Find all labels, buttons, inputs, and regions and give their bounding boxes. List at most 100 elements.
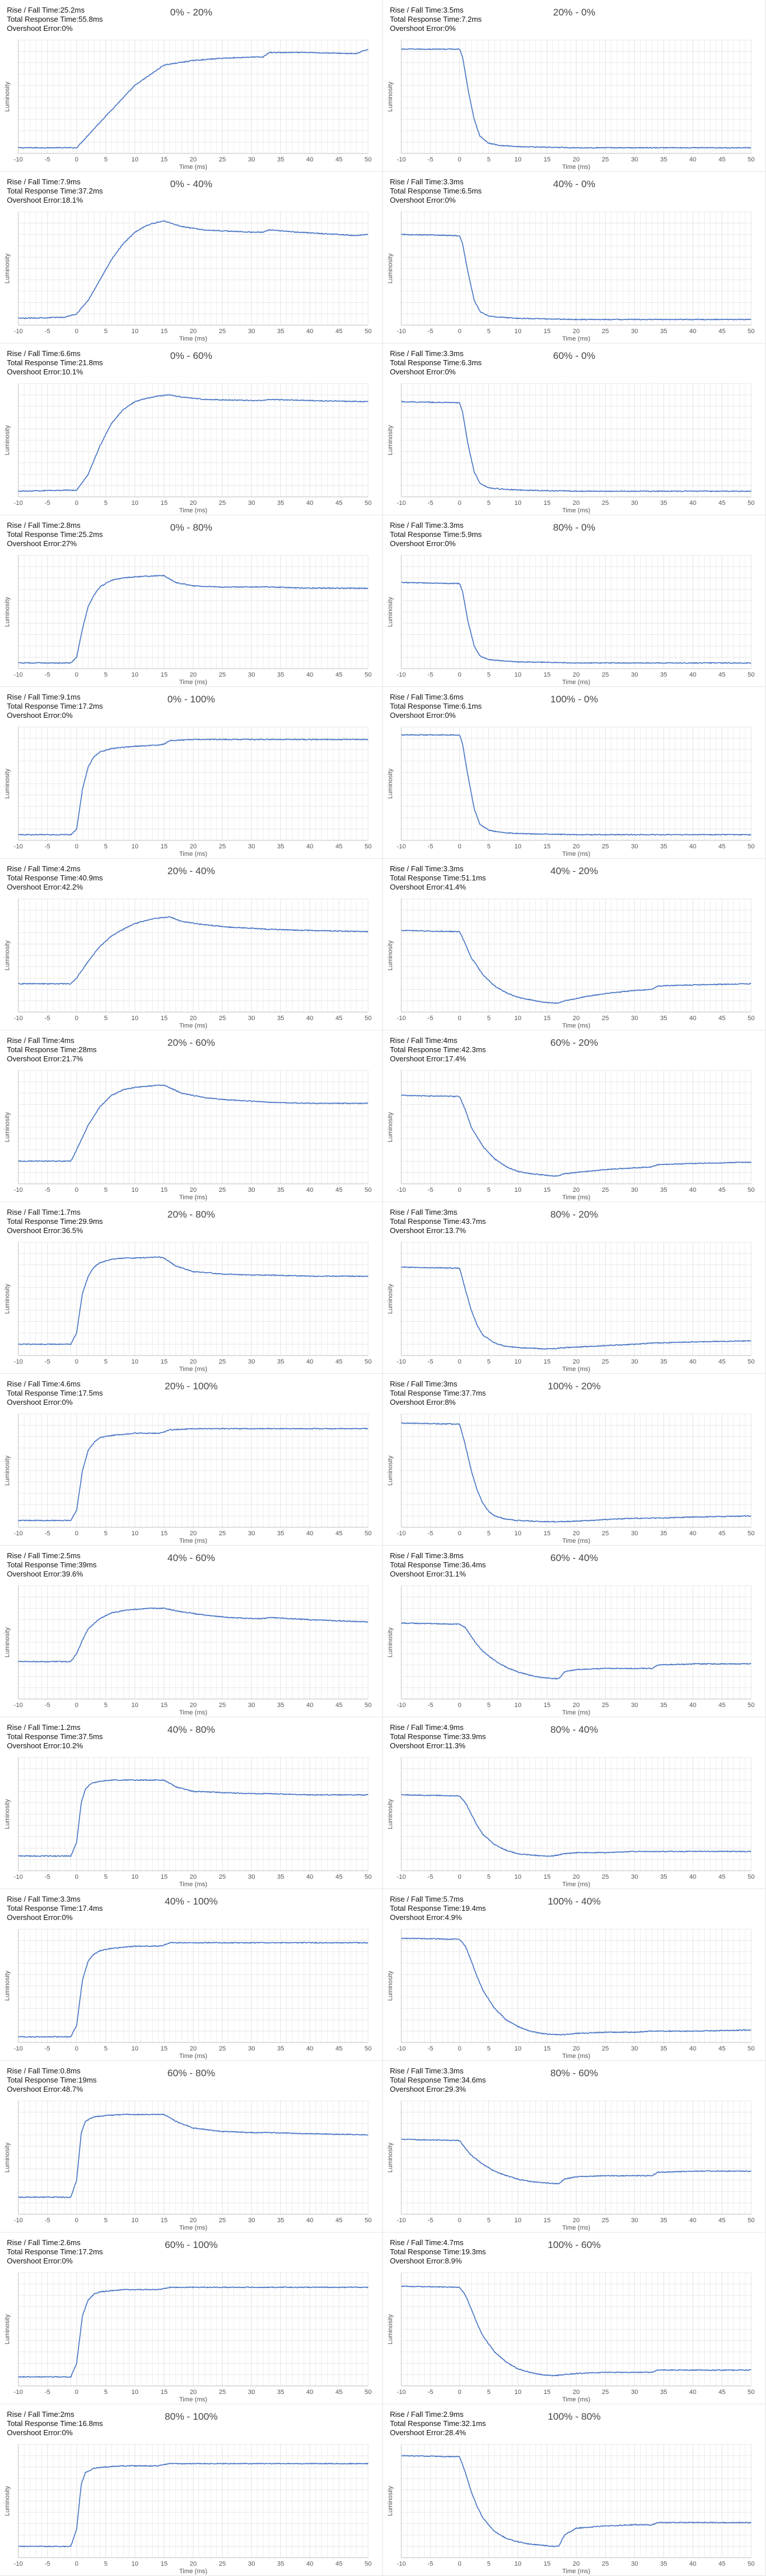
x-tick-label: 30 xyxy=(631,2561,638,2567)
x-tick-label: 15 xyxy=(160,2217,167,2224)
x-tick-label: 20 xyxy=(189,2389,196,2396)
x-tick-label: 5 xyxy=(104,2045,108,2052)
y-axis-label: Luminosity xyxy=(4,81,11,112)
y-axis-label: Luminosity xyxy=(4,940,11,970)
rise-fall-time-label: Rise / Fall Time: xyxy=(7,1380,61,1388)
total-response-time-label: Total Response Time: xyxy=(7,2247,79,2256)
y-axis-label: Luminosity xyxy=(387,1799,394,1829)
x-tick-label: 15 xyxy=(543,2561,550,2567)
x-tick-label: -10 xyxy=(397,2045,406,2052)
stats-block: Rise / Fall Time:3.5ms Total Response Tim… xyxy=(390,6,481,33)
overshoot-error-value: 42.2% xyxy=(62,883,83,891)
y-axis-label: Luminosity xyxy=(4,596,11,627)
rise-fall-time-line: Rise / Fall Time:3.8ms xyxy=(390,1551,486,1560)
rise-fall-time-value: 3.8ms xyxy=(443,1551,464,1560)
overshoot-error-line: Overshoot Error:0% xyxy=(390,539,481,548)
overshoot-error-line: Overshoot Error:17.4% xyxy=(390,1054,486,1064)
overshoot-error-value: 13.7% xyxy=(445,1226,466,1235)
x-tick-label: 0 xyxy=(458,1874,461,1880)
luminosity-series-line xyxy=(401,1937,752,2036)
x-tick-label: 5 xyxy=(104,1015,108,1022)
overshoot-error-label: Overshoot Error: xyxy=(7,1054,62,1063)
x-tick-label: 50 xyxy=(365,843,372,850)
x-tick-label: 0 xyxy=(458,1187,461,1194)
total-response-time-line: Total Response Time:39ms xyxy=(7,1560,97,1570)
x-tick-label: 5 xyxy=(104,500,108,507)
x-tick-label: -5 xyxy=(45,328,50,335)
x-tick-label: 10 xyxy=(515,156,522,163)
overshoot-error-value: 27% xyxy=(62,539,77,548)
x-tick-label: 5 xyxy=(487,1358,491,1365)
total-response-time-value: 6.3ms xyxy=(461,358,482,367)
x-tick-label: 25 xyxy=(219,1187,226,1194)
overshoot-error-value: 0% xyxy=(445,24,456,33)
total-response-time-label: Total Response Time: xyxy=(7,1389,79,1397)
total-response-time-value: 21.8ms xyxy=(78,358,103,367)
line-chart: -10 -5 0 5 10 15 20 25 30 35 40 45 50 Time (ms) Lumino… xyxy=(387,39,755,171)
total-response-time-line: Total Response Time:37.5ms xyxy=(7,1732,103,1741)
total-response-time-label: Total Response Time: xyxy=(7,2076,79,2084)
overshoot-error-value: 8.9% xyxy=(445,2257,462,2265)
x-tick-label: 35 xyxy=(660,2389,667,2396)
x-tick-label: 30 xyxy=(248,2561,255,2567)
x-tick-label: -10 xyxy=(14,328,23,335)
x-tick-label: 50 xyxy=(748,2389,755,2396)
luminosity-series-line xyxy=(18,2463,369,2547)
x-tick-label: 10 xyxy=(515,2389,522,2396)
x-tick-label: 35 xyxy=(277,2389,284,2396)
x-tick-label: 20 xyxy=(189,1874,196,1880)
overshoot-error-line: Overshoot Error:0% xyxy=(390,24,481,33)
x-tick-label: 25 xyxy=(602,2217,609,2224)
x-tick-label: -5 xyxy=(45,1358,50,1365)
x-tick-label: 15 xyxy=(543,2045,550,2052)
x-tick-label: 15 xyxy=(543,2389,550,2396)
stats-block: Rise / Fall Time:5.7ms Total Response Tim… xyxy=(390,1895,486,1922)
x-axis-label: Time (ms) xyxy=(179,1709,207,1716)
x-axis-label: Time (ms) xyxy=(562,679,590,686)
line-chart: -10 -5 0 5 10 15 20 25 30 35 40 45 50 Time (ms) Lumino… xyxy=(4,1757,372,1888)
x-tick-label: -5 xyxy=(428,328,433,335)
x-axis-label: Time (ms) xyxy=(562,1194,590,1201)
stats-block: Rise / Fall Time:3.3ms Total Response Tim… xyxy=(390,2067,486,2094)
x-tick-label: -10 xyxy=(397,2389,406,2396)
rise-fall-time-value: 3.3ms xyxy=(443,521,464,530)
x-tick-label: 0 xyxy=(458,1015,461,1022)
rise-fall-time-label: Rise / Fall Time: xyxy=(7,2410,61,2419)
x-tick-label: 30 xyxy=(631,1015,638,1022)
x-tick-label: -5 xyxy=(45,1530,50,1537)
total-response-time-label: Total Response Time: xyxy=(7,1217,79,1226)
overshoot-error-line: Overshoot Error:0% xyxy=(7,1398,103,1407)
line-chart: -10 -5 0 5 10 15 20 25 30 35 40 45 50 Time (ms) Lumino… xyxy=(387,1585,755,1716)
stats-block: Rise / Fall Time:6.6ms Total Response Tim… xyxy=(7,349,103,377)
chart-panel: Rise / Fall Time:2ms Total Response Time:… xyxy=(0,2404,383,2576)
x-tick-label: -10 xyxy=(14,2217,23,2224)
x-tick-label: 30 xyxy=(248,2045,255,2052)
y-axis-label: Luminosity xyxy=(4,768,11,799)
x-axis-label: Time (ms) xyxy=(562,2053,590,2060)
x-tick-label: 15 xyxy=(160,1015,167,1022)
rise-fall-time-line: Rise / Fall Time:3.3ms xyxy=(7,1895,103,1904)
stats-block: Rise / Fall Time:4ms Total Response Time:… xyxy=(7,1036,97,1064)
total-response-time-value: 25.2ms xyxy=(78,530,103,539)
total-response-time-value: 7.2ms xyxy=(461,15,482,23)
overshoot-error-value: 39.6% xyxy=(62,1570,83,1578)
x-tick-label: 20 xyxy=(189,1187,196,1194)
x-tick-label: 35 xyxy=(277,671,284,678)
x-tick-label: 5 xyxy=(487,1187,491,1194)
x-tick-label: -10 xyxy=(397,671,406,678)
chart-panel: Rise / Fall Time:0.8ms Total Response Tim… xyxy=(0,2061,383,2233)
luminosity-series-line xyxy=(18,1942,369,2038)
rise-fall-time-value: 9.1ms xyxy=(60,693,81,701)
x-axis-label: Time (ms) xyxy=(179,2053,207,2060)
x-axis-label: Time (ms) xyxy=(562,2396,590,2403)
luminosity-series-line xyxy=(401,2285,752,2377)
x-tick-label: 40 xyxy=(689,500,696,507)
x-axis-label: Time (ms) xyxy=(179,2225,207,2231)
rise-fall-time-line: Rise / Fall Time:1.2ms xyxy=(7,1723,103,1732)
overshoot-error-value: 41.4% xyxy=(445,883,466,891)
x-tick-label: 45 xyxy=(335,1702,342,1709)
overshoot-error-line: Overshoot Error:28.4% xyxy=(390,2428,486,2437)
chart-panel: Rise / Fall Time:2.5ms Total Response Tim… xyxy=(0,1546,383,1717)
x-tick-label: 45 xyxy=(335,2389,342,2396)
chart-panel: Rise / Fall Time:9.1ms Total Response Tim… xyxy=(0,687,383,859)
